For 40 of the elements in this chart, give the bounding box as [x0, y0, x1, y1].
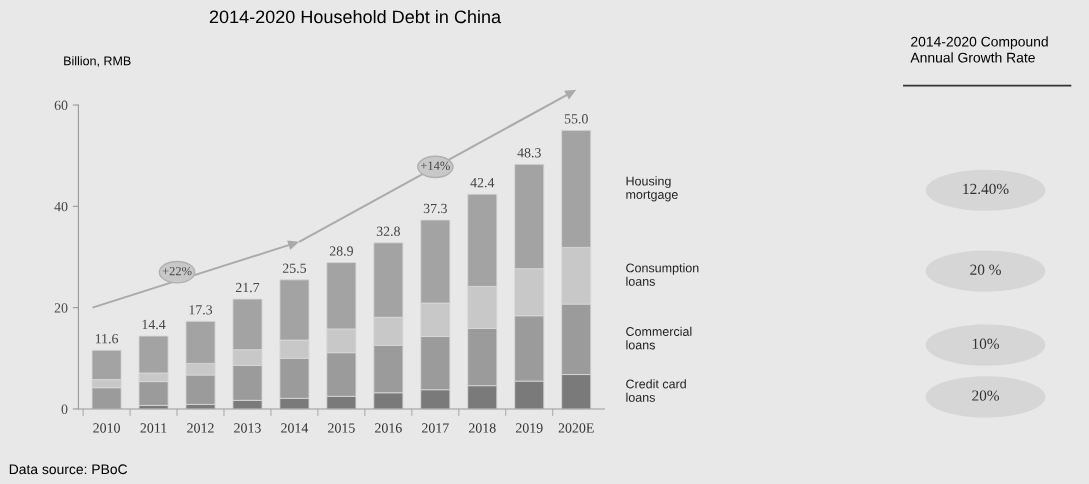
source-note: Data source: PBoC	[9, 464, 128, 475]
x-tick-label: 2011	[140, 423, 167, 433]
x-tick-label: 2016	[375, 423, 402, 433]
text: 12.40%	[963, 183, 1009, 195]
chart-title: 2014-2020 Household Debt in China	[209, 9, 502, 24]
y-tick-label: 20	[54, 303, 68, 313]
total-label: 25.5	[282, 263, 307, 273]
total-label: 32.8	[376, 226, 400, 237]
text: 10%	[972, 338, 1000, 349]
total-label: 37.3	[423, 203, 447, 214]
total-label: 14.4	[142, 319, 166, 330]
text: 2014-2020 Compound Annual Growth Rate	[910, 36, 1048, 63]
y-axis-title: Billion, RMB	[64, 56, 131, 67]
text: 20%	[972, 390, 1000, 401]
text: Housing mortgage	[626, 176, 678, 202]
x-tick-label: 2018	[469, 423, 496, 433]
y-tick-label: 40	[54, 201, 68, 212]
y-tick-label: 60	[54, 100, 68, 110]
x-tick-label: 2013	[234, 423, 261, 433]
x-tick-label: 2014	[281, 423, 309, 433]
total-label: 21.7	[235, 282, 260, 293]
text: Credit card loans	[626, 379, 686, 402]
total-label: 17.3	[189, 305, 213, 315]
x-tick-label: 2017	[422, 423, 449, 433]
x-tick-label: 2020E	[558, 423, 594, 433]
text: Commercial loans	[626, 326, 692, 350]
total-label: 42.4	[470, 177, 495, 188]
total-label: 48.3	[517, 148, 541, 158]
annotation: +14%	[420, 161, 450, 170]
x-tick-label: 2010	[93, 423, 120, 433]
y-tick-label: 0	[61, 404, 68, 414]
text: Consumption loans	[626, 263, 699, 286]
total-label: 55.0	[564, 114, 588, 124]
text: 20 %	[970, 264, 1001, 275]
x-tick-label: 2012	[187, 423, 214, 433]
x-tick-label: 2015	[328, 423, 355, 433]
annotation: +22%	[162, 266, 192, 276]
x-tick-label: 2019	[515, 423, 543, 433]
total-label: 28.9	[329, 246, 353, 256]
total-label: 11.6	[95, 334, 119, 344]
